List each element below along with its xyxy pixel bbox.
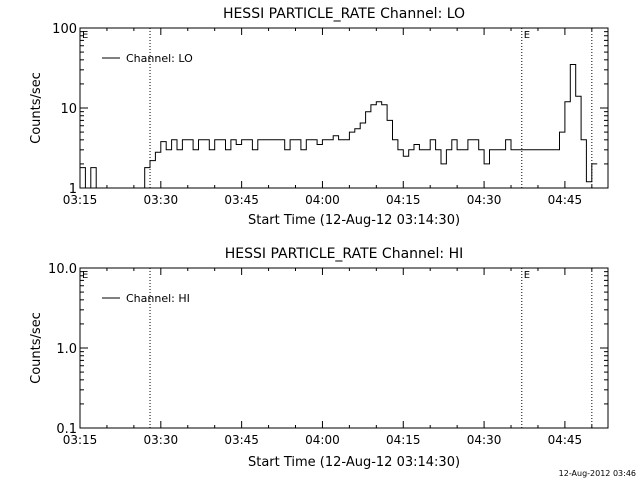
x-tick-label: 04:45	[548, 433, 583, 447]
y-tick-label: 0.1	[56, 422, 77, 437]
y-axis-label: Counts/sec	[29, 312, 44, 384]
chart-title: HESSI PARTICLE_RATE Channel: HI	[225, 246, 463, 262]
y-tick-label: 10.0	[48, 262, 77, 277]
event-marker-label: E	[524, 270, 530, 281]
y-tick-label: 1	[69, 182, 77, 197]
x-axis-label: Start Time (12-Aug-12 03:14:30)	[248, 213, 460, 228]
x-tick-label: 04:00	[305, 193, 340, 207]
corner-marker-label: E	[82, 270, 88, 281]
x-tick-label: 03:15	[63, 433, 98, 447]
legend-label: Channel: HI	[126, 292, 190, 305]
x-tick-label: 04:45	[548, 193, 583, 207]
x-tick-label: 03:45	[224, 193, 259, 207]
plot-timestamp: 12-Aug-2012 03:46	[558, 469, 636, 478]
chart-panel-2: HESSI PARTICLE_RATE Channel: HI 03:15 03:3…	[29, 246, 609, 470]
y-tick-label: 1.0	[56, 342, 77, 357]
x-tick-label: 04:15	[386, 433, 421, 447]
legend-label: Channel: LO	[126, 52, 193, 65]
x-tick-label: 03:15	[63, 193, 98, 207]
event-marker-label: E	[524, 30, 530, 41]
x-tick-label: 04:30	[467, 193, 502, 207]
corner-marker-label: E	[82, 30, 88, 41]
x-tick-label: 04:15	[386, 193, 421, 207]
x-tick-label: 04:00	[305, 433, 340, 447]
x-axis-label: Start Time (12-Aug-12 03:14:30)	[248, 455, 460, 470]
x-tick-label: 03:45	[224, 433, 259, 447]
chart-title: HESSI PARTICLE_RATE Channel: LO	[223, 6, 465, 22]
y-axis-label: Counts/sec	[29, 72, 44, 144]
x-tick-label: 03:30	[144, 433, 179, 447]
x-tick-label: 04:30	[467, 433, 502, 447]
y-tick-label: 10	[60, 102, 77, 117]
x-tick-label: 03:30	[144, 193, 179, 207]
series-line	[80, 64, 598, 188]
chart-panel-1: HESSI PARTICLE_RATE Channel: LO 03:15 03:3…	[29, 6, 609, 228]
y-tick-label: 100	[52, 22, 77, 37]
